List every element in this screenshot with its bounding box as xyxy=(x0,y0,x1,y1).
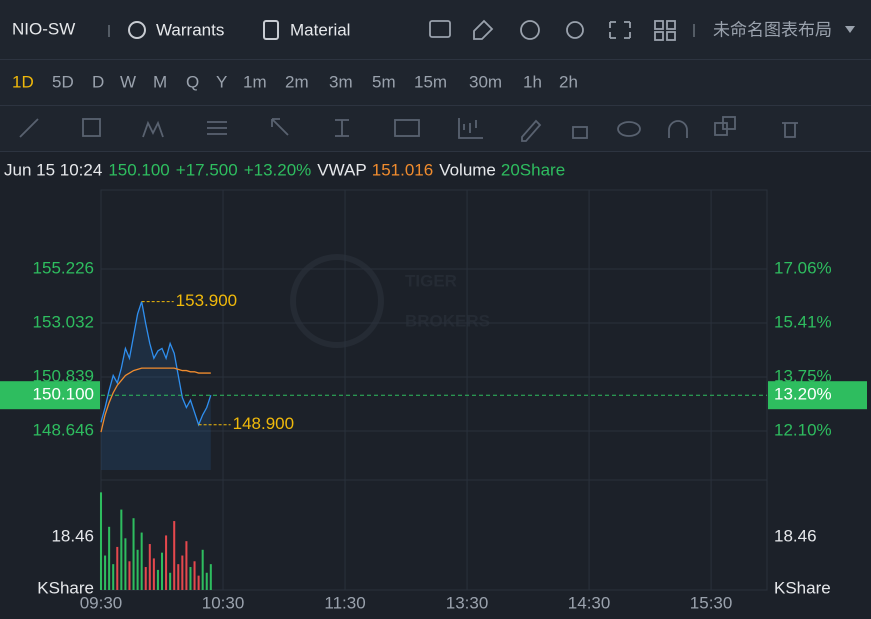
volume-bar xyxy=(156,569,159,590)
y-tick-label: 150.839 xyxy=(33,366,94,385)
watermark: BROKERS xyxy=(405,311,490,330)
timeframe[interactable]: 2h xyxy=(559,72,578,91)
y-tick-label: 148.646 xyxy=(33,420,94,439)
x-tick-label: 10:30 xyxy=(202,593,245,612)
y2-tick-label: 17.06% xyxy=(774,258,832,277)
timeframe[interactable]: 5D xyxy=(52,72,74,91)
x-tick-label: 15:30 xyxy=(690,593,733,612)
layout-name[interactable]: 未命名图表布局 xyxy=(713,20,832,39)
info-volume: 20Share xyxy=(501,160,565,179)
info-vwap: 151.016 xyxy=(372,160,433,179)
y-tick-label: 153.032 xyxy=(33,312,94,331)
volume-bar xyxy=(116,546,119,590)
timeframe[interactable]: 1h xyxy=(523,72,542,91)
volume-bar xyxy=(128,561,131,590)
volume-bar xyxy=(140,532,143,590)
volume-bar xyxy=(104,555,107,590)
volume-bar xyxy=(177,564,180,590)
volume-unit: KShare xyxy=(774,578,831,597)
plot-border xyxy=(100,189,768,591)
low-label: 148.900 xyxy=(233,414,294,433)
material-icon xyxy=(263,20,279,40)
volume-bar xyxy=(185,541,188,590)
info-price: 150.100 xyxy=(108,160,169,179)
watermark: TIGER xyxy=(405,271,457,290)
vwap-line xyxy=(100,367,211,433)
warrants-icon xyxy=(128,21,146,39)
timeframe[interactable]: Y xyxy=(216,72,227,91)
price-line xyxy=(100,301,212,427)
timeframe[interactable]: W xyxy=(120,72,136,91)
info-volume-label: Volume xyxy=(439,160,496,179)
top-icons[interactable] xyxy=(429,19,676,41)
volume-bar xyxy=(165,535,168,590)
volume-bar xyxy=(160,552,164,590)
high-label: 153.900 xyxy=(176,291,237,310)
timeframe[interactable]: 30m xyxy=(469,72,502,91)
volume-tick-label: 18.46 xyxy=(51,526,94,545)
volume-bar xyxy=(201,549,204,590)
timeframe[interactable]: 1m xyxy=(243,72,267,91)
x-tick-label: 11:30 xyxy=(324,593,365,612)
volume-bar xyxy=(209,564,212,590)
volume-bar xyxy=(124,538,127,590)
volume-bar xyxy=(193,561,196,590)
x-tick-label: 09:30 xyxy=(80,593,123,612)
volume-bar xyxy=(136,549,139,590)
y2-tick-label: 12.10% xyxy=(774,420,832,439)
volume-bar xyxy=(189,567,192,590)
info-change: +17.500 xyxy=(176,160,238,179)
volume-bar xyxy=(148,544,151,590)
timeframe[interactable]: M xyxy=(153,72,167,91)
y-tick-label: 155.226 xyxy=(33,258,94,277)
timeframe[interactable]: Q xyxy=(186,72,199,91)
toolbar-bg xyxy=(0,0,871,151)
volume-tick-label: 18.46 xyxy=(774,526,817,545)
current-tag xyxy=(0,381,100,410)
y2-tick-label: 13.75% xyxy=(774,366,832,385)
volume-bar xyxy=(152,558,155,590)
x-tick-label: 13:30 xyxy=(446,593,489,612)
volume-bar xyxy=(99,492,103,590)
volume-bar xyxy=(120,509,123,590)
x-tick-label: 14:30 xyxy=(568,593,611,612)
timeframe[interactable]: 1D xyxy=(12,72,34,91)
volume-bar xyxy=(132,518,135,590)
current-tag xyxy=(768,381,867,410)
timeframe[interactable]: 15m xyxy=(414,72,447,91)
timeframe[interactable]: 3m xyxy=(329,72,353,91)
timeframe[interactable]: D xyxy=(92,72,104,91)
volume-bar xyxy=(181,555,184,590)
timeframe[interactable]: 2m xyxy=(285,72,309,91)
tab[interactable]: Warrants xyxy=(156,20,224,39)
price-area xyxy=(101,301,211,470)
watermark-logo xyxy=(290,254,384,348)
volume-bar xyxy=(108,526,111,590)
volume-bar xyxy=(205,572,208,590)
volume-bar xyxy=(112,564,115,590)
info-vwap-label: VWAP xyxy=(317,160,366,179)
drawing-tools[interactable] xyxy=(19,116,798,142)
dropdown-arrow xyxy=(845,26,855,33)
volume-bar xyxy=(197,575,200,590)
timeframe[interactable]: 5m xyxy=(372,72,396,91)
current-price: 150.100 xyxy=(33,385,94,404)
volume-unit: KShare xyxy=(37,578,94,597)
symbol[interactable]: NIO-SW xyxy=(12,19,75,38)
current-pct: 13.20% xyxy=(774,385,832,404)
volume-bar xyxy=(173,521,176,590)
info-change-pct: +13.20% xyxy=(244,160,312,179)
tab[interactable]: Material xyxy=(290,20,350,39)
volume-bar xyxy=(169,572,172,590)
info-time: Jun 15 10:24 xyxy=(4,160,102,179)
volume-bar xyxy=(144,567,147,590)
y2-tick-label: 15.41% xyxy=(774,312,832,331)
